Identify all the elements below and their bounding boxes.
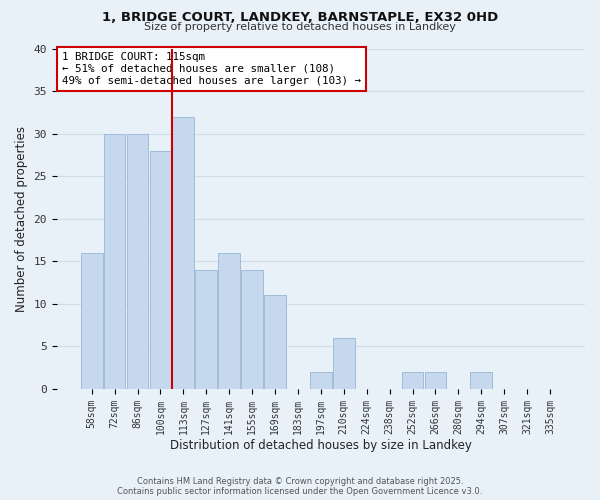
Y-axis label: Number of detached properties: Number of detached properties [15,126,28,312]
Bar [218,253,240,389]
Text: Size of property relative to detached houses in Landkey: Size of property relative to detached ho… [144,22,456,32]
Bar [81,253,103,389]
Bar [127,134,148,389]
Bar [470,372,492,389]
Bar [149,151,172,389]
Bar [196,270,217,389]
Bar [264,296,286,389]
Text: 1, BRIDGE COURT, LANDKEY, BARNSTAPLE, EX32 0HD: 1, BRIDGE COURT, LANDKEY, BARNSTAPLE, EX… [102,11,498,24]
Text: Contains HM Land Registry data © Crown copyright and database right 2025.
Contai: Contains HM Land Registry data © Crown c… [118,476,482,496]
X-axis label: Distribution of detached houses by size in Landkey: Distribution of detached houses by size … [170,440,472,452]
Bar [401,372,424,389]
Text: 1 BRIDGE COURT: 115sqm
← 51% of detached houses are smaller (108)
49% of semi-de: 1 BRIDGE COURT: 115sqm ← 51% of detached… [62,52,361,86]
Bar [172,117,194,389]
Bar [425,372,446,389]
Bar [241,270,263,389]
Bar [310,372,332,389]
Bar [333,338,355,389]
Bar [104,134,125,389]
